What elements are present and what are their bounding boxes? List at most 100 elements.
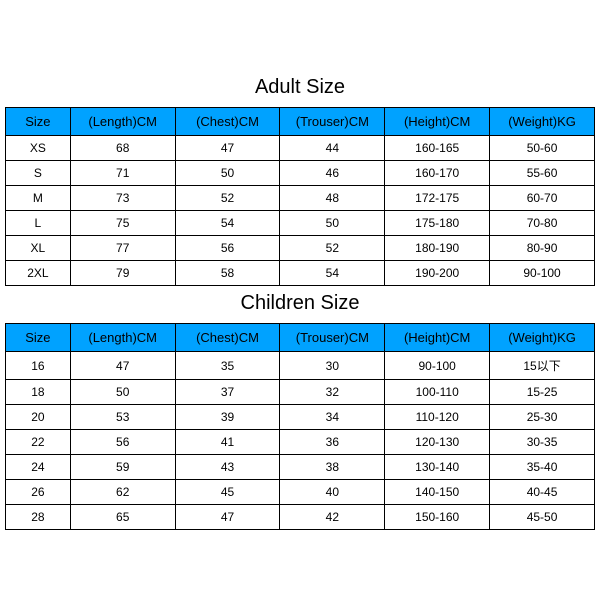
- table-cell: 65: [70, 505, 175, 530]
- table-cell: 56: [175, 236, 280, 261]
- table-cell: XL: [6, 236, 71, 261]
- table-cell: 90-100: [490, 261, 595, 286]
- table-cell: 73: [70, 186, 175, 211]
- table-cell: 68: [70, 136, 175, 161]
- children-table: Size (Length)CM (Chest)CM (Trouser)CM (H…: [5, 323, 595, 530]
- col-header: (Weight)KG: [490, 324, 595, 352]
- table-row: XL775652180-19080-90: [6, 236, 595, 261]
- table-row: 1647353090-10015以下: [6, 352, 595, 380]
- table-cell: 2XL: [6, 261, 71, 286]
- table-cell: 53: [70, 405, 175, 430]
- table-cell: 160-165: [385, 136, 490, 161]
- table-cell: 120-130: [385, 430, 490, 455]
- table-cell: 70-80: [490, 211, 595, 236]
- table-cell: 42: [280, 505, 385, 530]
- table-header-row: Size (Length)CM (Chest)CM (Trouser)CM (H…: [6, 324, 595, 352]
- table-cell: 50: [70, 380, 175, 405]
- table-row: S715046160-17055-60: [6, 161, 595, 186]
- table-cell: 80-90: [490, 236, 595, 261]
- table-cell: 20: [6, 405, 71, 430]
- table-cell: 44: [280, 136, 385, 161]
- table-cell: 47: [175, 136, 280, 161]
- table-cell: 18: [6, 380, 71, 405]
- table-cell: 39: [175, 405, 280, 430]
- table-cell: 54: [175, 211, 280, 236]
- table-cell: 71: [70, 161, 175, 186]
- table-cell: 35: [175, 352, 280, 380]
- table-cell: 40-45: [490, 480, 595, 505]
- table-cell: 26: [6, 480, 71, 505]
- table-cell: 32: [280, 380, 385, 405]
- table-cell: 52: [175, 186, 280, 211]
- table-cell: 16: [6, 352, 71, 380]
- table-cell: 50: [280, 211, 385, 236]
- col-header: (Chest)CM: [175, 324, 280, 352]
- table-cell: 15以下: [490, 352, 595, 380]
- col-header: (Trouser)CM: [280, 324, 385, 352]
- col-header: (Height)CM: [385, 324, 490, 352]
- table-cell: 24: [6, 455, 71, 480]
- table-row: 26624540140-15040-45: [6, 480, 595, 505]
- table-cell: 160-170: [385, 161, 490, 186]
- table-cell: 41: [175, 430, 280, 455]
- table-cell: 90-100: [385, 352, 490, 380]
- table-cell: 190-200: [385, 261, 490, 286]
- table-cell: 180-190: [385, 236, 490, 261]
- table-cell: 172-175: [385, 186, 490, 211]
- col-header: (Weight)KG: [490, 108, 595, 136]
- table-cell: 62: [70, 480, 175, 505]
- size-chart: Adult Size Size (Length)CM (Chest)CM (Tr…: [5, 70, 595, 530]
- table-cell: 38: [280, 455, 385, 480]
- table-cell: 140-150: [385, 480, 490, 505]
- table-cell: 59: [70, 455, 175, 480]
- table-cell: 47: [175, 505, 280, 530]
- table-row: M735248172-17560-70: [6, 186, 595, 211]
- table-cell: 54: [280, 261, 385, 286]
- table-row: 18503732100-11015-25: [6, 380, 595, 405]
- table-cell: 30: [280, 352, 385, 380]
- table-cell: 45: [175, 480, 280, 505]
- table-cell: 22: [6, 430, 71, 455]
- table-cell: 47: [70, 352, 175, 380]
- table-header-row: Size (Length)CM (Chest)CM (Trouser)CM (H…: [6, 108, 595, 136]
- table-cell: 52: [280, 236, 385, 261]
- table-row: 22564136120-13030-35: [6, 430, 595, 455]
- table-cell: 15-25: [490, 380, 595, 405]
- table-cell: 36: [280, 430, 385, 455]
- table-cell: 75: [70, 211, 175, 236]
- table-cell: 55-60: [490, 161, 595, 186]
- table-cell: 100-110: [385, 380, 490, 405]
- col-header: (Chest)CM: [175, 108, 280, 136]
- table-cell: 56: [70, 430, 175, 455]
- adult-table: Size (Length)CM (Chest)CM (Trouser)CM (H…: [5, 107, 595, 286]
- table-cell: L: [6, 211, 71, 236]
- col-header: (Trouser)CM: [280, 108, 385, 136]
- table-cell: 35-40: [490, 455, 595, 480]
- col-header: Size: [6, 324, 71, 352]
- table-cell: XS: [6, 136, 71, 161]
- table-cell: 58: [175, 261, 280, 286]
- table-cell: 130-140: [385, 455, 490, 480]
- children-tbody: 1647353090-10015以下18503732100-11015-2520…: [6, 352, 595, 530]
- table-cell: 30-35: [490, 430, 595, 455]
- table-cell: 25-30: [490, 405, 595, 430]
- table-row: XS684744160-16550-60: [6, 136, 595, 161]
- table-cell: 28: [6, 505, 71, 530]
- table-row: L755450175-18070-80: [6, 211, 595, 236]
- col-header: (Height)CM: [385, 108, 490, 136]
- table-cell: 43: [175, 455, 280, 480]
- table-cell: 77: [70, 236, 175, 261]
- col-header: (Length)CM: [70, 108, 175, 136]
- table-cell: M: [6, 186, 71, 211]
- table-row: 28654742150-16045-50: [6, 505, 595, 530]
- table-cell: 34: [280, 405, 385, 430]
- table-row: 20533934110-12025-30: [6, 405, 595, 430]
- adult-tbody: XS684744160-16550-60S715046160-17055-60M…: [6, 136, 595, 286]
- table-cell: 175-180: [385, 211, 490, 236]
- adult-title: Adult Size: [5, 70, 595, 107]
- table-cell: 150-160: [385, 505, 490, 530]
- table-cell: 79: [70, 261, 175, 286]
- col-header: (Length)CM: [70, 324, 175, 352]
- table-cell: 48: [280, 186, 385, 211]
- children-title: Children Size: [5, 286, 595, 323]
